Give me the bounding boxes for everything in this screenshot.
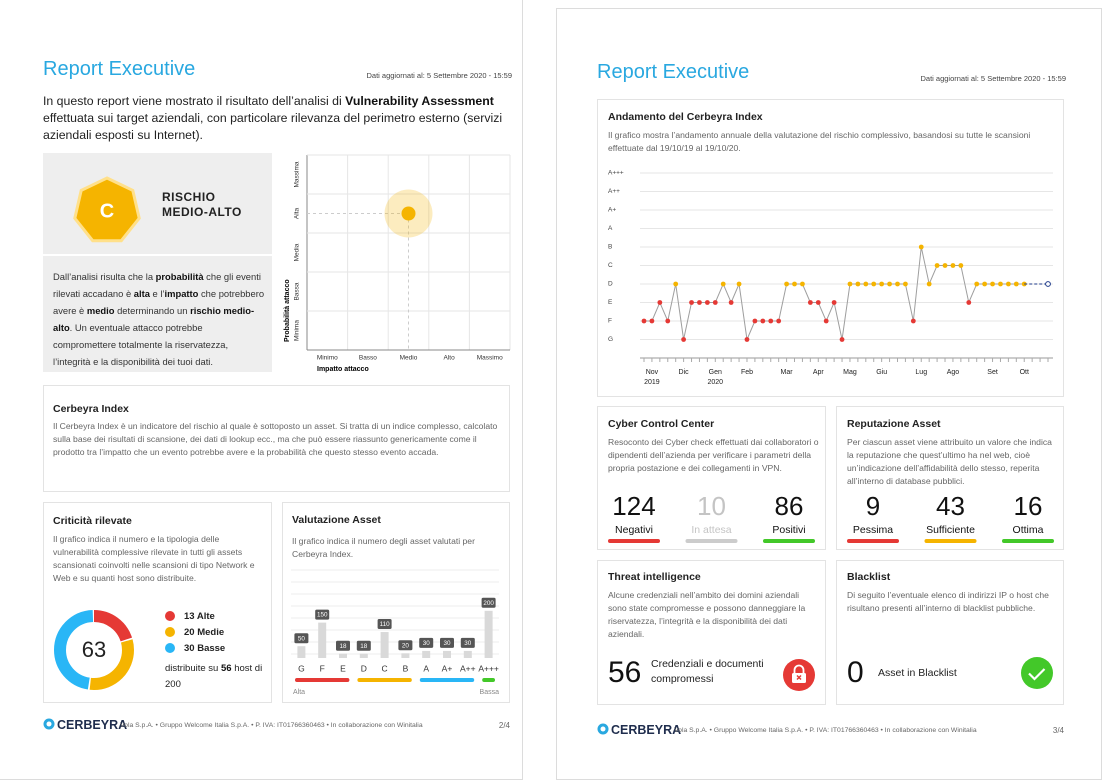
reputation-card xyxy=(836,406,1064,550)
big-number-label: Credenziali e documenti compromessi xyxy=(651,658,764,685)
footer-text: Vola S.p.A. • Gruppo Welcome Italia S.p.… xyxy=(120,722,423,729)
update-date: Dati aggiornati al: 5 Settembre 2020 - 1… xyxy=(366,71,512,80)
text-run: impatto xyxy=(164,288,199,299)
cyber-card xyxy=(597,406,826,550)
card-text: Il grafico indica il numero e la tipolog… xyxy=(53,534,255,583)
page-title: Report Executive xyxy=(597,61,750,83)
text-run: che gli eventi rilevati accadano è xyxy=(53,271,261,299)
card-text: Per ciascun asset viene attribuito un va… xyxy=(847,437,1052,486)
page-number: 2/4 xyxy=(498,721,510,730)
text-run: host di 200 xyxy=(165,663,263,690)
update-date: Dati aggiornati al: 5 Settembre 2020 - 1… xyxy=(920,74,1066,83)
card-title: Cerbeyra Index xyxy=(53,403,129,415)
card-title: Cyber Control Center xyxy=(608,418,715,430)
card-text: Il grafico indica il numero degli asset … xyxy=(292,536,475,559)
host-note: distribuite su 56 host di 200 xyxy=(165,661,265,693)
text-run: e l’ xyxy=(149,288,165,299)
text-run: rischio medio-alto xyxy=(53,305,255,333)
text-run: distribuite su xyxy=(165,663,221,674)
text-run: Dall’analisi risulta che la xyxy=(53,271,156,282)
card-title: Blacklist xyxy=(847,571,891,583)
page-title: Report Executive xyxy=(43,58,196,80)
text-run: che potrebbero avere è xyxy=(53,288,265,316)
card-title: Criticità rilevate xyxy=(53,515,132,527)
text-run: alta xyxy=(133,288,150,299)
footer-text: Vola S.p.A. • Gruppo Welcome Italia S.p.… xyxy=(674,727,977,734)
text-run: probabilità xyxy=(155,271,204,282)
card-text: Resoconto dei Cyber check effettuati dai… xyxy=(608,437,819,473)
card-title: Threat intelligence xyxy=(608,571,701,583)
card-title: Reputazione Asset xyxy=(847,418,941,430)
assets-card xyxy=(282,502,510,703)
index-card xyxy=(43,385,510,492)
card-text: Alcune credenziali nell’ambito dei domin… xyxy=(608,590,806,639)
card-text: Il Cerbeyra Index è un indicatore del ri… xyxy=(53,421,498,457)
text-run: 56 xyxy=(220,663,232,674)
card-text: Il grafico mostra l’andamento annuale de… xyxy=(608,130,1031,153)
text-run: . Un eventuale attacco potrebbe comprome… xyxy=(53,322,229,367)
footer-logo: CERBEYRA xyxy=(611,723,682,737)
risk-description: Dall’analisi risulta che la probabilità … xyxy=(53,268,265,370)
intro-text: In questo report viene mostrato il risul… xyxy=(43,93,513,144)
page-number: 3/4 xyxy=(1052,726,1064,735)
big-number-label: Asset in Blacklist xyxy=(878,667,957,679)
text-run: Vulnerability Assessment xyxy=(345,94,494,108)
text-run: In questo report viene mostrato il risul… xyxy=(43,94,346,108)
text-run: medio xyxy=(86,305,115,316)
footer-logo: CERBEYRA xyxy=(57,718,128,732)
card-title: Andamento del Cerbeyra Index xyxy=(608,111,763,123)
text-run: determinando un xyxy=(114,305,191,316)
text-run: effettuata sui target aziendali, con par… xyxy=(43,111,503,142)
card-text: Di seguito l’eventuale elenco di indiriz… xyxy=(847,590,1049,613)
card-title: Valutazione Asset xyxy=(292,514,381,526)
